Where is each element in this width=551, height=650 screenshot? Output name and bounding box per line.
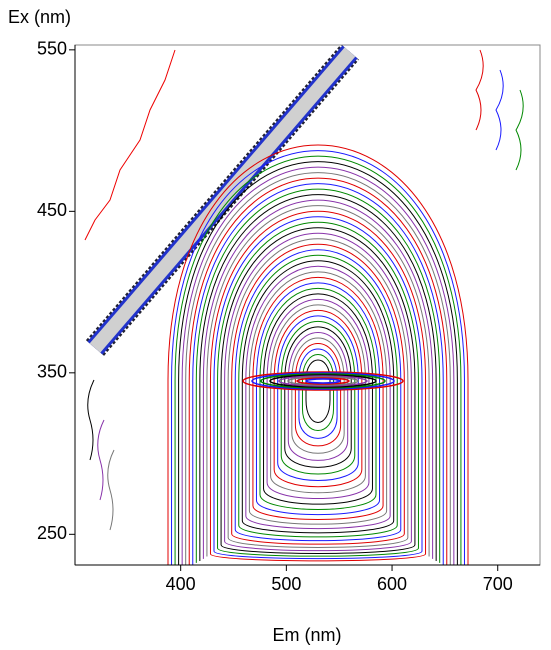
contour-line	[227, 238, 409, 548]
contour-line	[296, 377, 350, 385]
contour-line	[220, 227, 416, 554]
contour-line	[248, 271, 388, 525]
scatter-band	[89, 47, 356, 353]
contour-line	[234, 249, 402, 542]
contour-line	[224, 232, 412, 552]
contour-line	[238, 255, 398, 538]
contour-line	[266, 298, 370, 499]
contour-line	[278, 375, 368, 387]
contour-line	[495, 69, 504, 151]
contour-line	[284, 326, 352, 468]
contour-line	[107, 449, 115, 531]
contour-line	[259, 288, 377, 510]
contour-line	[280, 320, 356, 475]
contour-line	[242, 371, 404, 391]
contour-line	[97, 419, 105, 501]
contour-line	[305, 378, 341, 384]
contour-line	[192, 183, 444, 565]
contour-line	[287, 376, 359, 386]
contour-line	[188, 177, 448, 565]
y-tick-label: 350	[37, 362, 67, 382]
contour-line	[270, 304, 366, 494]
contour-layer	[84, 45, 524, 565]
contour-line	[251, 372, 395, 390]
contour-line	[185, 172, 451, 565]
y-tick-label: 450	[37, 200, 67, 220]
y-tick-label: 250	[37, 523, 67, 543]
contour-line	[87, 379, 95, 461]
contour-line	[217, 221, 419, 557]
x-tick-label: 600	[377, 574, 407, 594]
contour-line	[241, 260, 395, 534]
x-tick-label: 500	[271, 574, 301, 594]
contour-line	[515, 89, 524, 171]
contour-line	[202, 199, 434, 559]
plot-area	[74, 44, 541, 566]
contour-line	[181, 166, 455, 565]
contour-line	[263, 293, 373, 505]
x-tick-label: 700	[483, 574, 513, 594]
x-tick-label: 400	[166, 574, 196, 594]
contour-line	[195, 188, 441, 563]
y-axis-label: Ex (nm)	[8, 7, 71, 27]
contour-line	[84, 49, 176, 241]
contour-line	[231, 243, 405, 545]
contour-line	[209, 210, 427, 562]
y-tick-label: 550	[37, 39, 67, 59]
contour-line	[178, 161, 458, 565]
contour-line	[245, 265, 391, 530]
contour-line	[213, 216, 423, 560]
contour-line	[294, 342, 342, 447]
contour-line	[475, 49, 484, 131]
contour-line	[167, 144, 469, 565]
contour-line	[174, 155, 462, 565]
contour-line	[199, 194, 437, 561]
contour-line	[277, 315, 359, 481]
contour-line	[255, 282, 381, 515]
contour-line	[252, 277, 384, 520]
contour-line	[260, 373, 386, 389]
x-axis-label: Em (nm)	[273, 625, 342, 645]
contour-line	[171, 150, 465, 565]
contour-line	[206, 205, 430, 557]
contour-line	[269, 374, 377, 388]
contour-line	[273, 310, 363, 488]
